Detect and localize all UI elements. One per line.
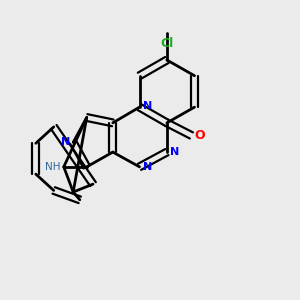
Text: Cl: Cl [160,37,173,50]
Text: O: O [195,129,206,142]
Text: N: N [143,162,152,172]
Text: N: N [143,101,152,111]
Text: NH: NH [45,162,60,172]
Text: N: N [170,147,179,157]
Text: N: N [61,137,70,147]
